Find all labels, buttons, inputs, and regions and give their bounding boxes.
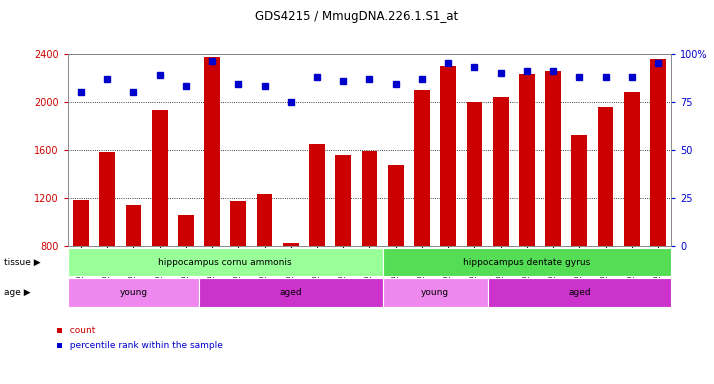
Bar: [73, 200, 89, 246]
Bar: [99, 152, 115, 246]
Bar: [650, 59, 666, 246]
Bar: [441, 66, 456, 246]
Text: hippocampus dentate gyrus: hippocampus dentate gyrus: [463, 258, 590, 266]
Bar: [414, 90, 430, 246]
Bar: [152, 110, 168, 246]
Text: age ▶: age ▶: [4, 288, 30, 297]
Bar: [545, 71, 561, 246]
Text: count: count: [64, 326, 96, 335]
Text: aged: aged: [568, 288, 590, 297]
Bar: [231, 201, 246, 246]
Text: young: young: [119, 288, 148, 297]
Text: hippocampus cornu ammonis: hippocampus cornu ammonis: [159, 258, 292, 266]
Text: tissue ▶: tissue ▶: [4, 258, 40, 266]
Bar: [466, 102, 482, 246]
Text: aged: aged: [279, 288, 302, 297]
Bar: [571, 136, 587, 246]
Bar: [624, 92, 640, 246]
Bar: [204, 57, 220, 246]
Text: GDS4215 / MmugDNA.226.1.S1_at: GDS4215 / MmugDNA.226.1.S1_at: [256, 10, 458, 23]
Bar: [126, 205, 141, 246]
Bar: [598, 107, 613, 246]
Bar: [361, 151, 378, 246]
Text: percentile rank within the sample: percentile rank within the sample: [64, 341, 223, 350]
Text: young: young: [421, 288, 449, 297]
Bar: [309, 144, 325, 246]
Bar: [178, 215, 193, 246]
Bar: [257, 194, 273, 246]
Bar: [519, 74, 535, 246]
Bar: [283, 243, 298, 246]
Bar: [336, 155, 351, 246]
Bar: [388, 166, 403, 246]
Bar: [493, 97, 508, 246]
